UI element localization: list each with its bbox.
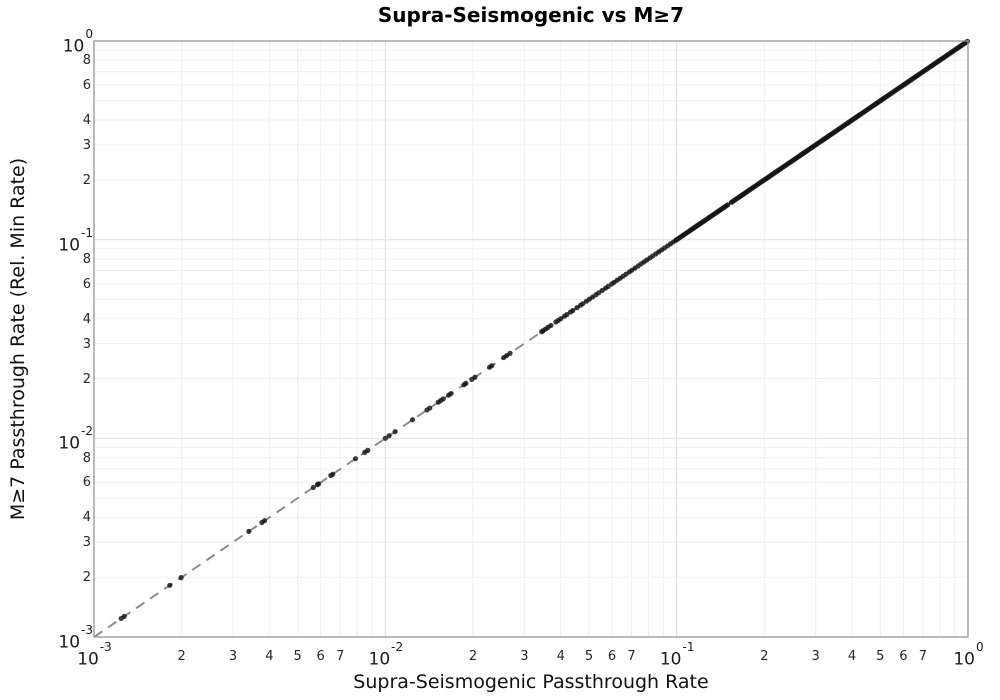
x-minor-tick-label: 2 [760,649,769,664]
y-minor-tick-label: 6 [82,475,91,491]
x-minor-tick-label: 5 [584,649,594,664]
y-minor-tick-label: 8 [82,251,91,267]
plot-border [93,40,969,638]
y-minor-tick-label: 2 [82,172,91,188]
data-point [178,575,184,581]
y-minor-tick-label: 8 [82,450,91,466]
x-minor-tick-label: 4 [847,649,857,664]
y-minor-tick-label: 3 [82,336,91,352]
x-minor-tick-label: 2 [468,649,478,664]
x-minor-tick-label: 4 [265,649,274,664]
x-major-tick-label: 100 [953,640,984,670]
data-point [246,528,252,535]
y-axis-label: M≥7 Passthrough Rate (Rel. Min Rate) [7,157,29,521]
y-major-tick-label: 10-3 [58,623,93,653]
data-point [489,363,495,369]
y-minor-tick-label: 4 [82,510,91,526]
x-minor-tick-label: 4 [556,649,565,664]
x-major-tick-label: 10-1 [659,640,695,670]
x-minor-tick-label: 7 [336,649,345,664]
x-minor-tick-label: 2 [177,649,186,664]
data-point [570,307,576,314]
y-minor-tick-label: 8 [82,53,91,69]
x-minor-tick-label: 6 [607,649,617,664]
x-minor-tick-label: 6 [316,649,325,664]
data-point [315,481,322,487]
data-point [558,316,564,322]
y-minor-tick-label: 6 [82,276,91,292]
x-major-tick-label: 10-2 [368,640,404,670]
data-point [463,380,469,387]
x-axis-label: Supra-Seismogenic Passthrough Rate [353,671,709,693]
y-major-tick-label: 10-1 [58,225,93,256]
y-minor-tick-label: 6 [82,78,91,94]
data-point [261,518,268,524]
x-minor-tick-label: 7 [627,649,636,664]
chart-title: Supra-Seismogenic vs M≥7 [377,3,685,27]
data-point [427,405,433,411]
data-point [472,374,478,380]
x-minor-tick-label: 3 [811,649,820,664]
data-point [382,435,388,441]
y-minor-tick-label: 4 [82,113,91,129]
y-minor-tick-label: 3 [82,535,91,551]
identity-line [93,40,969,638]
x-minor-tick-label: 5 [876,649,885,664]
data-point [386,433,392,439]
x-major-tick-label: 10-3 [77,640,112,670]
data-point [440,396,446,402]
data-point [310,484,316,491]
data-point [548,322,554,329]
data-point [352,456,359,462]
y-major-tick-label: 10-2 [58,424,93,454]
data-point [167,582,173,588]
x-minor-tick-label: 7 [918,649,927,664]
y-major-tick-label: 100 [62,27,93,57]
x-minor-tick-label: 3 [228,649,238,664]
scatter-points [118,38,971,622]
y-minor-tick-label: 2 [82,570,91,586]
data-point [448,390,454,397]
data-point [392,429,398,435]
x-minor-tick-label: 6 [899,649,908,664]
data-point [409,417,416,423]
y-minor-tick-label: 4 [82,311,91,327]
data-point [725,202,731,208]
data-point [365,447,371,453]
y-minor-tick-label: 2 [82,371,91,387]
data-point [580,301,586,307]
x-minor-tick-label: 5 [293,649,302,664]
y-minor-tick-label: 3 [82,137,91,153]
data-point [121,613,127,619]
data-point [330,471,336,477]
data-point [507,350,513,356]
x-minor-tick-label: 3 [520,649,529,664]
